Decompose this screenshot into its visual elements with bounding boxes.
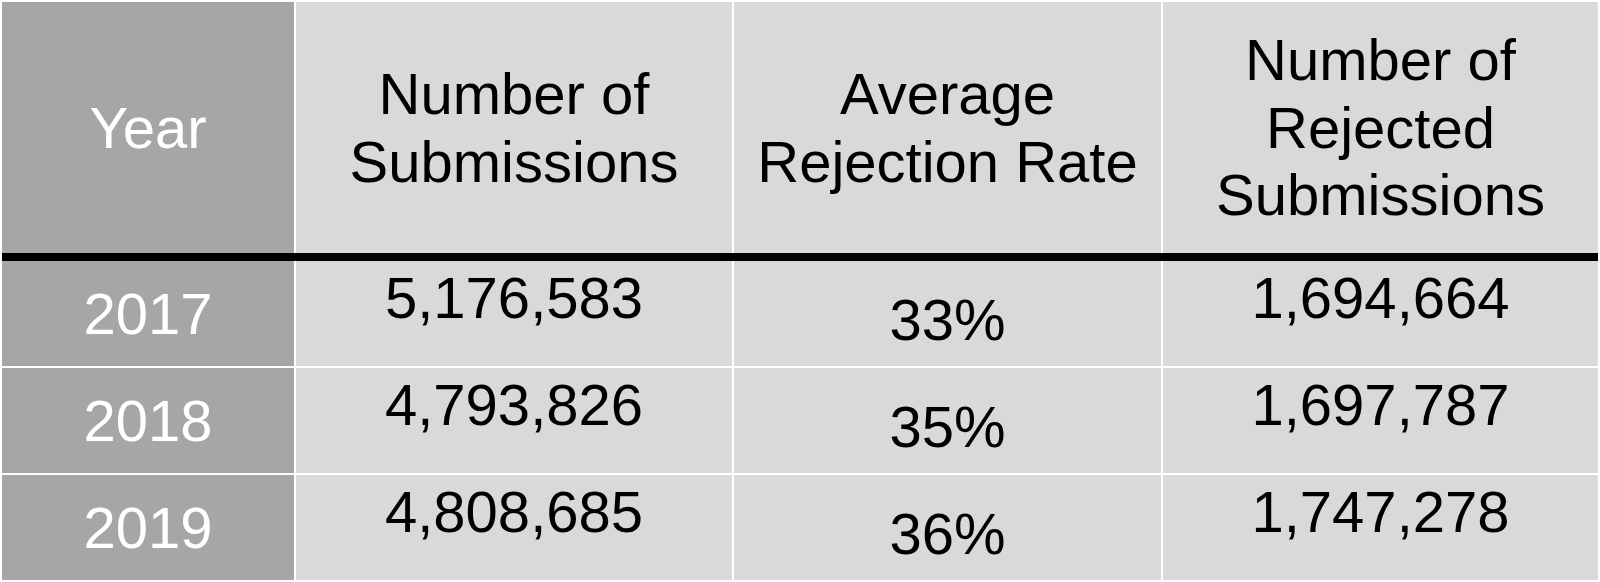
submissions-cell: 4,808,685 xyxy=(296,475,732,580)
year-cell: 2018 xyxy=(2,368,294,473)
rejected-submissions-cell: 1,694,664 xyxy=(1163,261,1598,366)
submissions-value: 5,176,583 xyxy=(385,265,643,332)
year-value: 2018 xyxy=(83,388,212,455)
header-label-number-of-submissions: Number of Submissions xyxy=(296,60,732,196)
submissions-value: 4,793,826 xyxy=(385,372,643,439)
header-cell-average-rejection-rate: Average Rejection Rate xyxy=(734,2,1161,253)
header-label-number-of-rejected-submissions: Number of Rejected Submissions xyxy=(1163,26,1598,230)
header-cell-number-of-rejected-submissions: Number of Rejected Submissions xyxy=(1163,2,1598,253)
rejected-submissions-cell: 1,747,278 xyxy=(1163,475,1598,580)
table-body: 2017 5,176,583 33% 1,694,664 2018 4,793,… xyxy=(2,261,1598,580)
header-label-average-rejection-rate: Average Rejection Rate xyxy=(734,60,1161,196)
year-cell: 2019 xyxy=(2,475,294,580)
submissions-cell: 4,793,826 xyxy=(296,368,732,473)
year-cell: 2017 xyxy=(2,261,294,366)
rejection-rate-value: 36% xyxy=(889,501,1005,568)
year-value: 2017 xyxy=(83,281,212,348)
rejection-rate-cell: 36% xyxy=(734,475,1161,580)
submissions-value: 4,808,685 xyxy=(385,479,643,546)
header-label-year: Year xyxy=(89,94,206,162)
header-cell-number-of-submissions: Number of Submissions xyxy=(296,2,732,253)
submissions-cell: 5,176,583 xyxy=(296,261,732,366)
year-value: 2019 xyxy=(83,495,212,562)
rejection-rate-cell: 35% xyxy=(734,368,1161,473)
submissions-table: Year Number of Submissions Average Rejec… xyxy=(0,0,1600,582)
table-header-row: Year Number of Submissions Average Rejec… xyxy=(2,2,1598,253)
rejected-submissions-value: 1,697,787 xyxy=(1251,372,1509,439)
rejection-rate-cell: 33% xyxy=(734,261,1161,366)
rejected-submissions-value: 1,694,664 xyxy=(1251,265,1509,332)
rejection-rate-value: 35% xyxy=(889,394,1005,461)
header-cell-year: Year xyxy=(2,2,294,253)
rejected-submissions-value: 1,747,278 xyxy=(1251,479,1509,546)
rejected-submissions-cell: 1,697,787 xyxy=(1163,368,1598,473)
header-divider-rule xyxy=(2,253,1598,261)
rejection-rate-value: 33% xyxy=(889,287,1005,354)
